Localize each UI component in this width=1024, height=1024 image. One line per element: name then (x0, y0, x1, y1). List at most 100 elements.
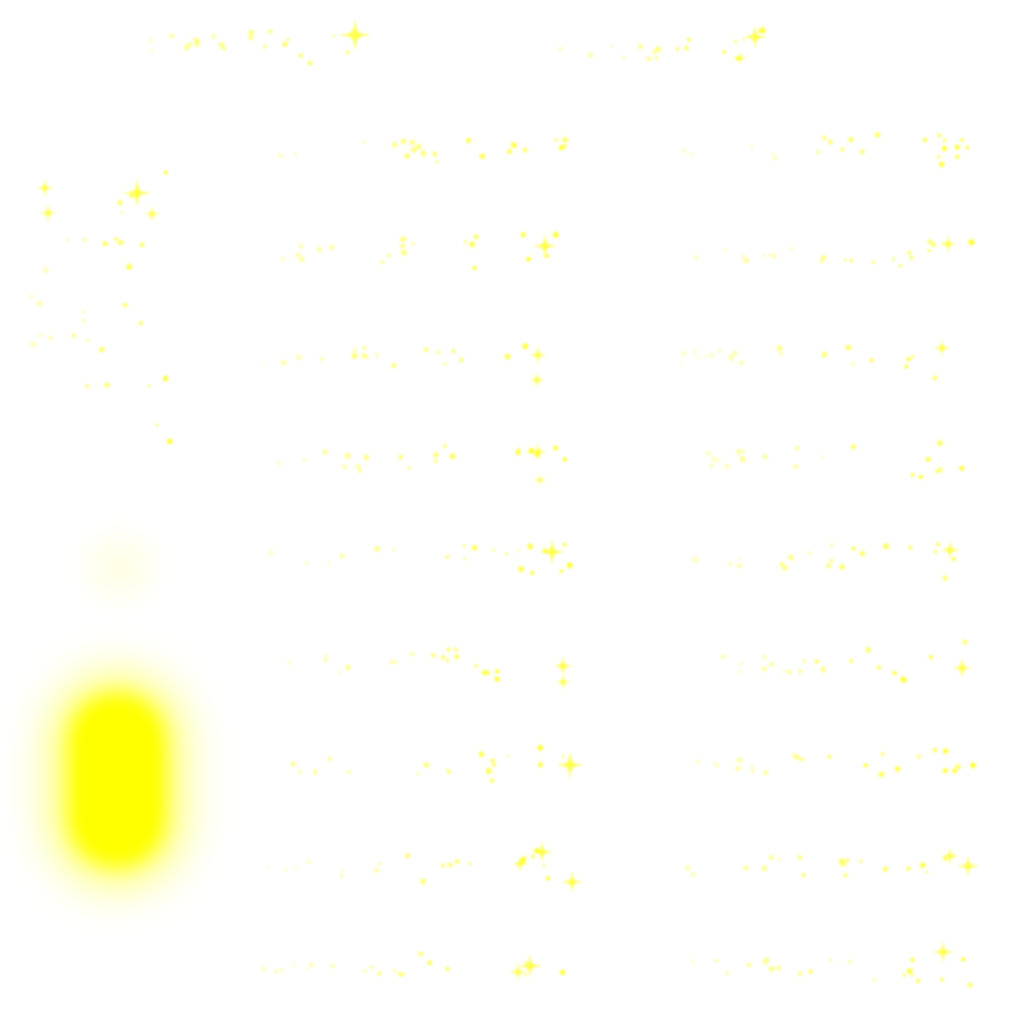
sparkle-dot (761, 865, 768, 872)
sparkle-dot (714, 762, 720, 768)
sparkle-dot (787, 670, 792, 674)
sparkle-dot (816, 150, 820, 154)
sparkle-dot (194, 41, 201, 48)
sparkle-dot (910, 957, 915, 963)
sparkle-dot (545, 254, 549, 258)
sparkle-dot (936, 542, 940, 547)
sparkle-dot (560, 969, 566, 975)
sparkle-dot (277, 152, 281, 156)
sparkle-dot (724, 463, 730, 469)
sparkle-dot (800, 757, 805, 762)
sparkle-dot (690, 871, 696, 878)
sparkle-dot (894, 766, 901, 772)
sparkle-dot (377, 971, 382, 976)
sparkle-dot (507, 149, 512, 154)
sparkle-dot (36, 300, 43, 307)
sparkle-dot (374, 868, 379, 873)
sparkle-dot (147, 384, 151, 388)
sparkle-dot (380, 260, 385, 264)
sparkle-star (553, 656, 573, 676)
sparkle-dot (324, 654, 328, 658)
sparkle-dot (313, 771, 317, 776)
sparkle-star (533, 234, 557, 258)
sparkle-dot (771, 152, 775, 156)
sparkle-dot (167, 438, 173, 445)
sparkle-dot (162, 375, 169, 382)
sparkle-dot (428, 960, 432, 964)
sparkle-dot (472, 265, 477, 271)
sparkle-star (561, 871, 583, 893)
sparkle-star (941, 847, 959, 865)
sparkle-dot (485, 768, 492, 774)
sparkle-dot (807, 551, 811, 555)
sparkle-star (934, 437, 946, 449)
sparkle-dot (323, 657, 328, 662)
sparkle-dot (43, 267, 49, 273)
sparkle-dot (85, 384, 90, 389)
sparkle-star (957, 855, 979, 877)
sparkle-dot (925, 871, 928, 874)
sparkle-dot (400, 138, 407, 144)
sparkle-dot (943, 856, 948, 861)
sparkle-dot (931, 242, 936, 247)
sparkle-dot (827, 139, 833, 145)
sparkle-dot (797, 971, 803, 976)
sparkle-dot (552, 231, 559, 238)
sparkle-dot (294, 152, 297, 156)
sparkle-dot (777, 857, 781, 861)
sparkle-dot (829, 558, 834, 563)
sparkle-dot (330, 963, 335, 969)
sparkle-dot (435, 160, 439, 164)
sparkle-dot (446, 768, 449, 771)
sparkle-star (531, 841, 553, 863)
sparkle-dot (307, 860, 311, 864)
sparkle-dot (742, 38, 746, 42)
sparkle-dot (622, 56, 625, 60)
sparkle-dot (559, 569, 564, 573)
sparkle-dot (520, 232, 526, 238)
sparkle-dot (30, 341, 36, 348)
sparkle-dot (952, 557, 956, 561)
sparkle-dot (763, 770, 768, 776)
sparkle-star (743, 25, 767, 49)
sparkle-dot (917, 754, 921, 759)
sparkle-dot (705, 355, 708, 358)
sparkle-star (520, 145, 530, 155)
sparkle-dot (865, 647, 871, 653)
sparkle-dot (401, 972, 405, 977)
sparkle-dot (407, 466, 411, 469)
sparkle-dot (169, 33, 175, 39)
sparkle-dot (697, 356, 700, 359)
sparkle-dot (646, 56, 652, 62)
sparkle-dot (448, 862, 453, 868)
sparkle-dot (447, 770, 451, 774)
sparkle-dot (443, 444, 447, 448)
sparkle-dot (418, 951, 424, 957)
sparkle-dot (122, 302, 128, 308)
sparkle-dot (296, 354, 302, 360)
sparkle-dot (287, 660, 291, 665)
sparkle-dot (295, 252, 301, 259)
sparkle-dot (720, 654, 726, 660)
sparkle-dot (827, 754, 832, 760)
sparkle-dot (773, 156, 777, 161)
sparkle-star (559, 134, 571, 146)
sparkle-dot (468, 862, 472, 866)
sparkle-dot (305, 561, 309, 565)
sparkle-dot (344, 452, 351, 459)
sparkle-dot (352, 354, 358, 360)
sparkle-dot (526, 256, 531, 262)
sparkle-dot (138, 321, 143, 326)
sparkle-dot (404, 153, 410, 160)
sparkle-dot (943, 748, 949, 754)
sparkle-dot (515, 450, 521, 456)
sparkle-star (960, 637, 970, 647)
sparkle-dot (814, 659, 819, 664)
sparkle-dot (420, 878, 426, 885)
sparkle-dot (732, 350, 738, 356)
sparkle-dot (451, 349, 456, 353)
sparkle-dot (117, 200, 123, 206)
sparkle-dot (411, 241, 415, 245)
sparkle-dot (284, 867, 288, 871)
sparkle-dot (322, 449, 329, 455)
